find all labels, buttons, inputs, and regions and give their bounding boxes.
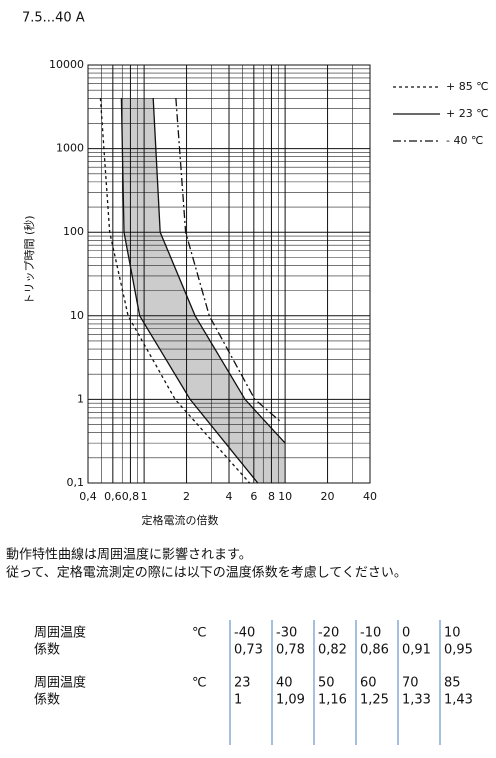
cell: -10 (360, 626, 381, 641)
x-tick-label: 0,6 (104, 490, 122, 503)
row-label: 周囲温度 (34, 675, 86, 691)
y-tick-label: 1000 (56, 142, 84, 155)
cell: 0,73 (234, 643, 263, 658)
cell: 70 (402, 676, 419, 691)
cell: 1,25 (360, 693, 389, 708)
cell: 85 (444, 676, 461, 691)
cell: 0,86 (360, 643, 389, 658)
cell: 10 (444, 626, 461, 641)
y-tick-label: 1 (77, 392, 84, 405)
cell: 0,91 (402, 643, 431, 658)
curve (175, 98, 281, 422)
cell: 1,16 (318, 693, 347, 708)
x-tick-label: 20 (321, 490, 335, 503)
x-tick-label: 6 (250, 490, 257, 503)
x-tick-label: 4 (226, 490, 233, 503)
cell: -20 (318, 626, 339, 641)
legend-label: + 85 ℃ (446, 80, 489, 93)
y-tick-label: 0,1 (67, 476, 85, 489)
y-tick-label: 100 (63, 225, 84, 238)
note: 動作特性曲線は周囲温度に影響されます。 (6, 547, 252, 563)
cell: 50 (318, 676, 335, 691)
cell: 0,95 (444, 643, 473, 658)
y-tick-label: 10 (70, 309, 84, 322)
x-tick-label: 2 (183, 490, 190, 503)
unit: ℃ (192, 626, 207, 641)
x-tick-label: 0,8 (122, 490, 140, 503)
legend-label: - 40 ℃ (446, 134, 483, 147)
y-axis-label: トリップ時間 (秒) (22, 215, 36, 304)
row-label: 周囲温度 (34, 625, 86, 641)
cell: 23 (234, 676, 251, 691)
x-axis-label: 定格電流の倍数 (142, 513, 219, 527)
plot-frame (87, 64, 371, 484)
cell: 0,82 (318, 643, 347, 658)
x-tick-label: 8 (268, 490, 275, 503)
row-label: 係数 (34, 693, 60, 708)
x-tick-label: 0,4 (79, 490, 97, 503)
x-tick-label: 10 (278, 490, 292, 503)
note: 従って、定格電流測定の際には以下の温度係数を考慮してください。 (6, 565, 407, 581)
x-tick-label: 1 (141, 490, 148, 503)
cell: 60 (360, 676, 377, 691)
row-label: 係数 (34, 643, 60, 658)
cell: -30 (276, 626, 297, 641)
cell: -40 (234, 626, 255, 641)
curve (152, 98, 286, 444)
y-tick-label: 10000 (49, 58, 84, 71)
x-tick-label: 40 (363, 490, 377, 503)
cell: 40 (276, 676, 293, 691)
title: 7.5...40 A (22, 11, 85, 26)
cell: 1,33 (402, 693, 431, 708)
cell: 0,78 (276, 643, 305, 658)
cell: 1 (234, 693, 242, 708)
cell: 0 (402, 626, 410, 641)
unit: ℃ (192, 676, 207, 691)
cell: 1,43 (444, 693, 473, 708)
curve (120, 98, 259, 484)
cell: 1,09 (276, 693, 305, 708)
legend-label: + 23 ℃ (446, 107, 489, 120)
